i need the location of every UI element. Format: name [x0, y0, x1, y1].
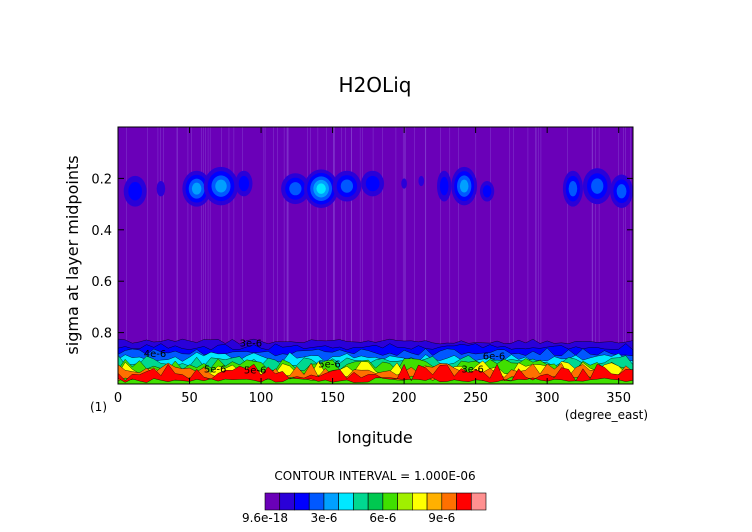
y-axis-ticks: 0.2 0.4 0.6 0.8 — [91, 172, 633, 342]
contour-label: 5e-6 — [244, 366, 267, 377]
y-tick-label: 0.2 — [91, 172, 112, 187]
y-tick-label: 0.6 — [91, 275, 112, 290]
colorbar-tick-label: 6e-6 — [369, 511, 396, 525]
x-axis-ticks: 0 50 100 150 200 250 300 350 — [114, 127, 631, 406]
contour-labels: 4e-63e-65e-6 5e-6 3e-66e-65e-6 — [144, 339, 506, 377]
upper-band-blob — [365, 175, 380, 192]
contour-label: 3e-6 — [461, 364, 484, 375]
contour-interval-text: CONTOUR INTERVAL = 1.000E-06 — [274, 469, 475, 483]
colorbar-swatch — [323, 492, 339, 511]
x-tick-label: 150 — [320, 391, 345, 406]
colorbar-swatch — [382, 492, 398, 511]
colorbar-swatch — [441, 492, 457, 511]
upper-band-blob — [191, 182, 202, 195]
x-tick-label: 250 — [463, 391, 488, 406]
upper-band-blob — [316, 183, 326, 194]
colorbar-swatch — [353, 492, 369, 511]
upper-band-blob — [418, 175, 425, 187]
colorbar-swatch — [470, 492, 487, 511]
colorbar-swatch — [456, 492, 472, 511]
plot-area: 4e-63e-65e-6 5e-6 3e-66e-65e-6 — [117, 126, 634, 385]
upper-band-blob — [482, 185, 492, 198]
upper-band-blob — [439, 176, 449, 196]
x-tick-label: 350 — [606, 391, 631, 406]
colorbar-swatch — [397, 492, 413, 511]
colorbar-swatch — [338, 492, 354, 511]
upper-band-blob — [238, 175, 250, 192]
colorbar-tick-label: 3e-6 — [310, 511, 337, 525]
contour-label: 3e-6 — [240, 339, 263, 350]
upper-band-blob — [616, 184, 627, 199]
chart-title: H2OLiq — [339, 73, 412, 97]
upper-cloud-band — [123, 166, 633, 208]
upper-band-blob — [340, 179, 354, 193]
colorbar-tick-label: 9e-6 — [428, 511, 455, 525]
upper-band-blob — [591, 178, 604, 194]
colorbar-swatch — [426, 492, 443, 511]
contour-label: 5e-6 — [318, 359, 341, 370]
y-unit-label: (1) — [90, 400, 107, 414]
colorbar-swatch — [308, 492, 325, 511]
colorbar — [264, 492, 487, 511]
lower-cloud-band — [117, 338, 634, 385]
x-tick-label: 50 — [181, 391, 198, 406]
x-tick-label: 300 — [535, 391, 560, 406]
y-tick-label: 0.4 — [91, 224, 112, 239]
upper-band-blob — [401, 178, 407, 189]
contour-label: 6e-6 — [483, 352, 506, 363]
colorbar-swatch — [264, 492, 281, 511]
upper-band-blob — [459, 179, 469, 193]
colorbar-tick-label: 9.6e-18 — [242, 511, 288, 525]
colorbar-swatch — [294, 492, 310, 511]
upper-band-blob — [568, 180, 578, 197]
x-axis-label: longitude — [337, 428, 412, 447]
contour-label: 4e-6 — [144, 349, 167, 360]
upper-band-blob — [215, 179, 227, 193]
upper-band-blob — [156, 180, 166, 197]
x-unit-label: (degree_east) — [565, 408, 648, 422]
plot-frame — [117, 126, 634, 385]
colorbar-swatch — [367, 492, 384, 511]
colorbar-labels: 9.6e-18 3e-6 6e-6 9e-6 — [242, 511, 455, 525]
upper-band-blob — [128, 181, 143, 201]
colorbar-swatch — [279, 492, 295, 511]
upper-band-blob — [289, 182, 302, 196]
x-tick-label: 0 — [114, 391, 122, 406]
y-tick-label: 0.8 — [91, 327, 112, 342]
colorbar-swatch — [412, 492, 428, 511]
y-axis-label: sigma at layer midpoints — [63, 155, 82, 354]
contour-label: 5e-6 — [204, 364, 227, 375]
x-tick-label: 200 — [392, 391, 417, 406]
x-tick-label: 100 — [249, 391, 274, 406]
